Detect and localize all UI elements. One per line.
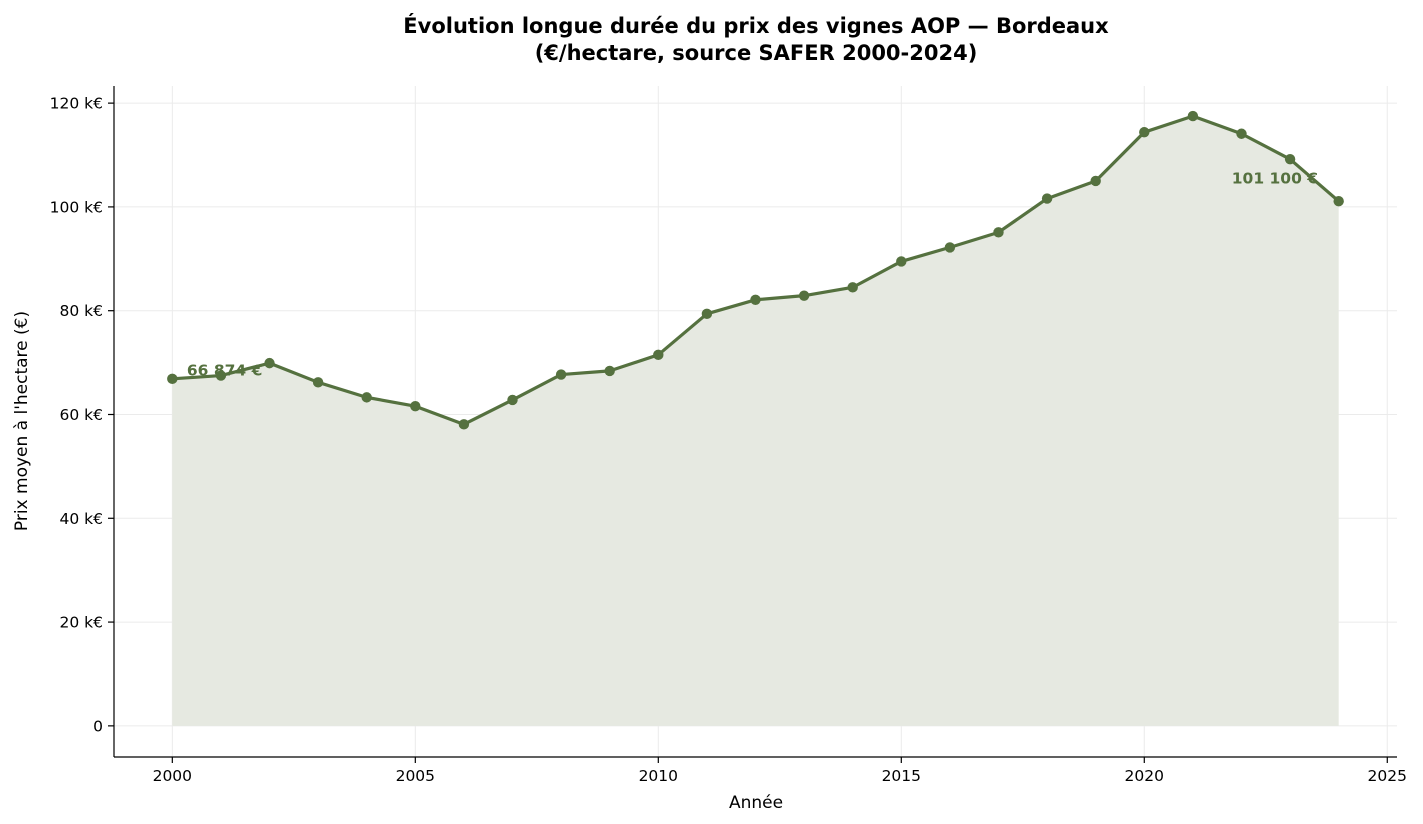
data-point [1284,153,1296,165]
chart-title: Évolution longue durée du prix des vigne… [403,13,1109,38]
y-tick-label: 60 k€ [60,406,104,424]
data-label: 66 874 € [187,362,263,380]
data-point [993,227,1004,238]
data-point [507,394,518,406]
y-axis-label: Prix moyen à l'hectare (€) [12,311,32,531]
y-tick-label: 100 k€ [50,198,103,216]
x-tick-label: 2000 [153,767,192,785]
data-point [312,377,324,388]
chart-subtitle: (€/hectare, source SAFER 2000-2024) [535,41,978,65]
data-point [896,256,907,267]
data-point [750,294,761,306]
x-axis-ticks: 2000 2005 2010 2015 2020 2025 [153,757,1407,785]
data-point [1090,175,1101,187]
data-point [1041,193,1053,204]
y-tick-label: 0 [93,717,103,735]
x-axis-label: Année [729,793,783,813]
x-tick-label: 2005 [396,767,435,785]
data-point [1333,196,1344,207]
x-tick-label: 2020 [1125,767,1164,785]
y-tick-label: 40 k€ [60,510,104,528]
data-point [944,242,956,253]
x-tick-label: 2025 [1368,767,1407,785]
data-point [1139,126,1150,138]
data-point [555,369,567,380]
data-point [458,419,470,430]
y-tick-label: 20 k€ [60,614,104,632]
data-point [1236,128,1247,139]
data-point [798,290,810,301]
x-tick-label: 2015 [882,767,921,785]
annotation-layer: 66 874 € 101 100 € [187,170,1318,380]
data-point [264,357,275,369]
data-point [361,392,372,403]
data-point [215,370,227,381]
data-point [410,400,421,412]
data-point [701,308,713,320]
data-label: 101 100 € [1232,170,1318,188]
data-point [167,373,178,385]
data-point [653,349,664,361]
axes [113,86,1397,758]
point-layer [167,110,1344,430]
x-tick-label: 2010 [639,767,678,785]
data-point [1187,110,1199,122]
data-point [847,282,858,293]
series-area [172,116,1339,726]
area-layer [172,116,1339,726]
y-tick-label: 80 k€ [60,302,104,320]
y-tick-label: 120 k€ [50,95,103,113]
data-point [604,365,615,377]
y-axis-ticks: 0 20 k€ 40 k€ 60 k€ 80 k€ 100 k€ 120 k€ [50,95,114,735]
